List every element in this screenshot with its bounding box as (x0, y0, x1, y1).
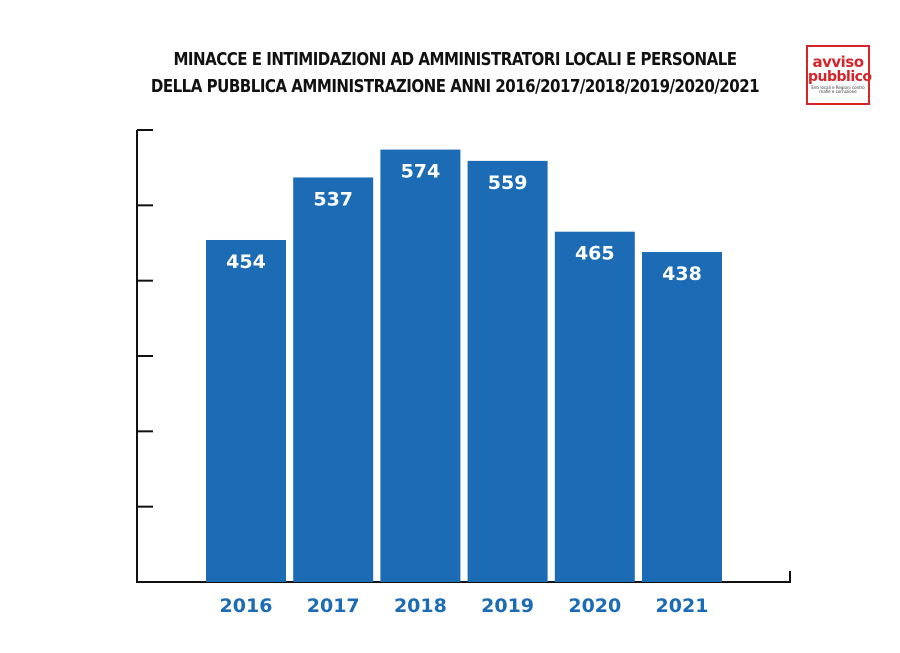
bar-value-label: 438 (662, 263, 702, 285)
logo-tagline: Enti locali e Regioni contro mafie e cor… (811, 85, 865, 94)
x-tick-label: 2018 (394, 595, 447, 617)
avviso-pubblico-logo: avviso pubblico Enti locali e Regioni co… (806, 45, 872, 105)
logo-text-2: pubblico (808, 69, 872, 85)
bar-value-label: 465 (575, 243, 615, 265)
x-tick-label: 2021 (656, 595, 709, 617)
bar-value-label: 574 (401, 161, 441, 183)
x-tick-label: 2017 (307, 595, 360, 617)
bar-2021 (642, 252, 722, 583)
chart-title-line-1: MINACCE E INTIMIDAZIONI AD AMMINISTRATOR… (173, 50, 737, 70)
bar-2017 (293, 177, 374, 582)
bar-2016 (206, 239, 286, 582)
chart-title-line-2: DELLA PUBBLICA AMMINISTRAZIONE ANNI 2016… (150, 77, 760, 97)
bar-2020 (554, 231, 635, 582)
logo-text-1: avviso (812, 53, 864, 71)
x-tick-label: 2020 (568, 595, 621, 617)
x-tick-label: 2019 (481, 595, 534, 617)
bar-value-label: 454 (226, 251, 266, 273)
bar-value-label: 537 (313, 188, 353, 210)
bar-2019 (467, 160, 548, 583)
bar-value-label: 559 (488, 172, 528, 194)
bar-2018 (380, 149, 461, 582)
x-tick-label: 2016 (220, 595, 273, 617)
